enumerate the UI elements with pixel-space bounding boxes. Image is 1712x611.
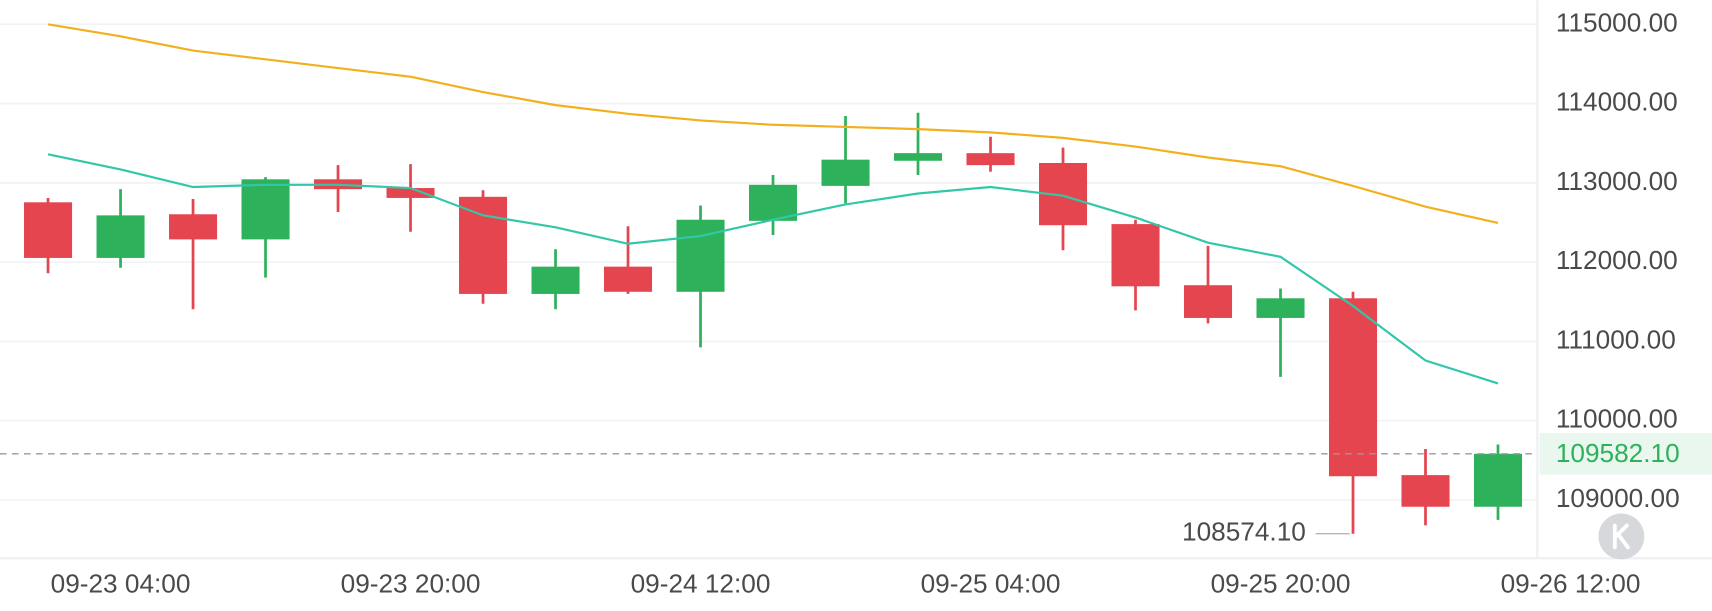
- candle-body: [821, 159, 870, 186]
- y-tick-label: 113000.00: [1556, 166, 1678, 196]
- ma-line: [47, 153, 1499, 385]
- y-tick-label: 111000.00: [1556, 324, 1676, 354]
- x-tick-label: 09-24 12:00: [631, 568, 771, 598]
- x-tick-label: 09-23 04:00: [51, 568, 191, 598]
- candle-body: [96, 215, 145, 258]
- candle-body: [893, 153, 943, 161]
- y-tick-label: 109000.00: [1556, 483, 1680, 513]
- candle-body: [531, 266, 580, 294]
- candle-body: [1256, 298, 1305, 318]
- candle-body: [169, 214, 218, 240]
- y-tick-label: 114000.00: [1556, 87, 1678, 117]
- candle-body: [1328, 298, 1378, 477]
- candle-body: [386, 188, 435, 198]
- candle-body: [676, 219, 725, 292]
- x-tick-label: 09-26 12:00: [1501, 568, 1641, 598]
- logo-button[interactable]: [1598, 513, 1645, 560]
- candle-body: [241, 179, 290, 240]
- candle-body: [966, 153, 1015, 166]
- y-tick-label: 110000.00: [1556, 404, 1678, 434]
- candle-body: [749, 184, 798, 221]
- candle-body: [1473, 453, 1523, 507]
- plot-area: [24, 23, 1523, 534]
- y-tick-label: 115000.00: [1556, 7, 1678, 37]
- ma-line: [47, 23, 1499, 225]
- candle-body: [604, 266, 653, 292]
- candle-body: [1401, 475, 1450, 507]
- x-tick-label: 09-25 20:00: [1211, 568, 1351, 598]
- candle-body: [1183, 285, 1233, 318]
- last-price-label: 109582.10: [1556, 438, 1680, 468]
- y-tick-label: 112000.00: [1556, 245, 1678, 275]
- candle-body: [459, 196, 508, 294]
- candle-body: [1111, 224, 1160, 287]
- low-marker-label: 108574.10: [1182, 517, 1306, 547]
- candle-body: [24, 202, 73, 258]
- x-tick-label: 09-23 20:00: [341, 568, 481, 598]
- last-price-bg: [1539, 433, 1712, 475]
- logo-icon: [1612, 523, 1630, 550]
- x-tick-label: 09-25 04:00: [921, 568, 1061, 598]
